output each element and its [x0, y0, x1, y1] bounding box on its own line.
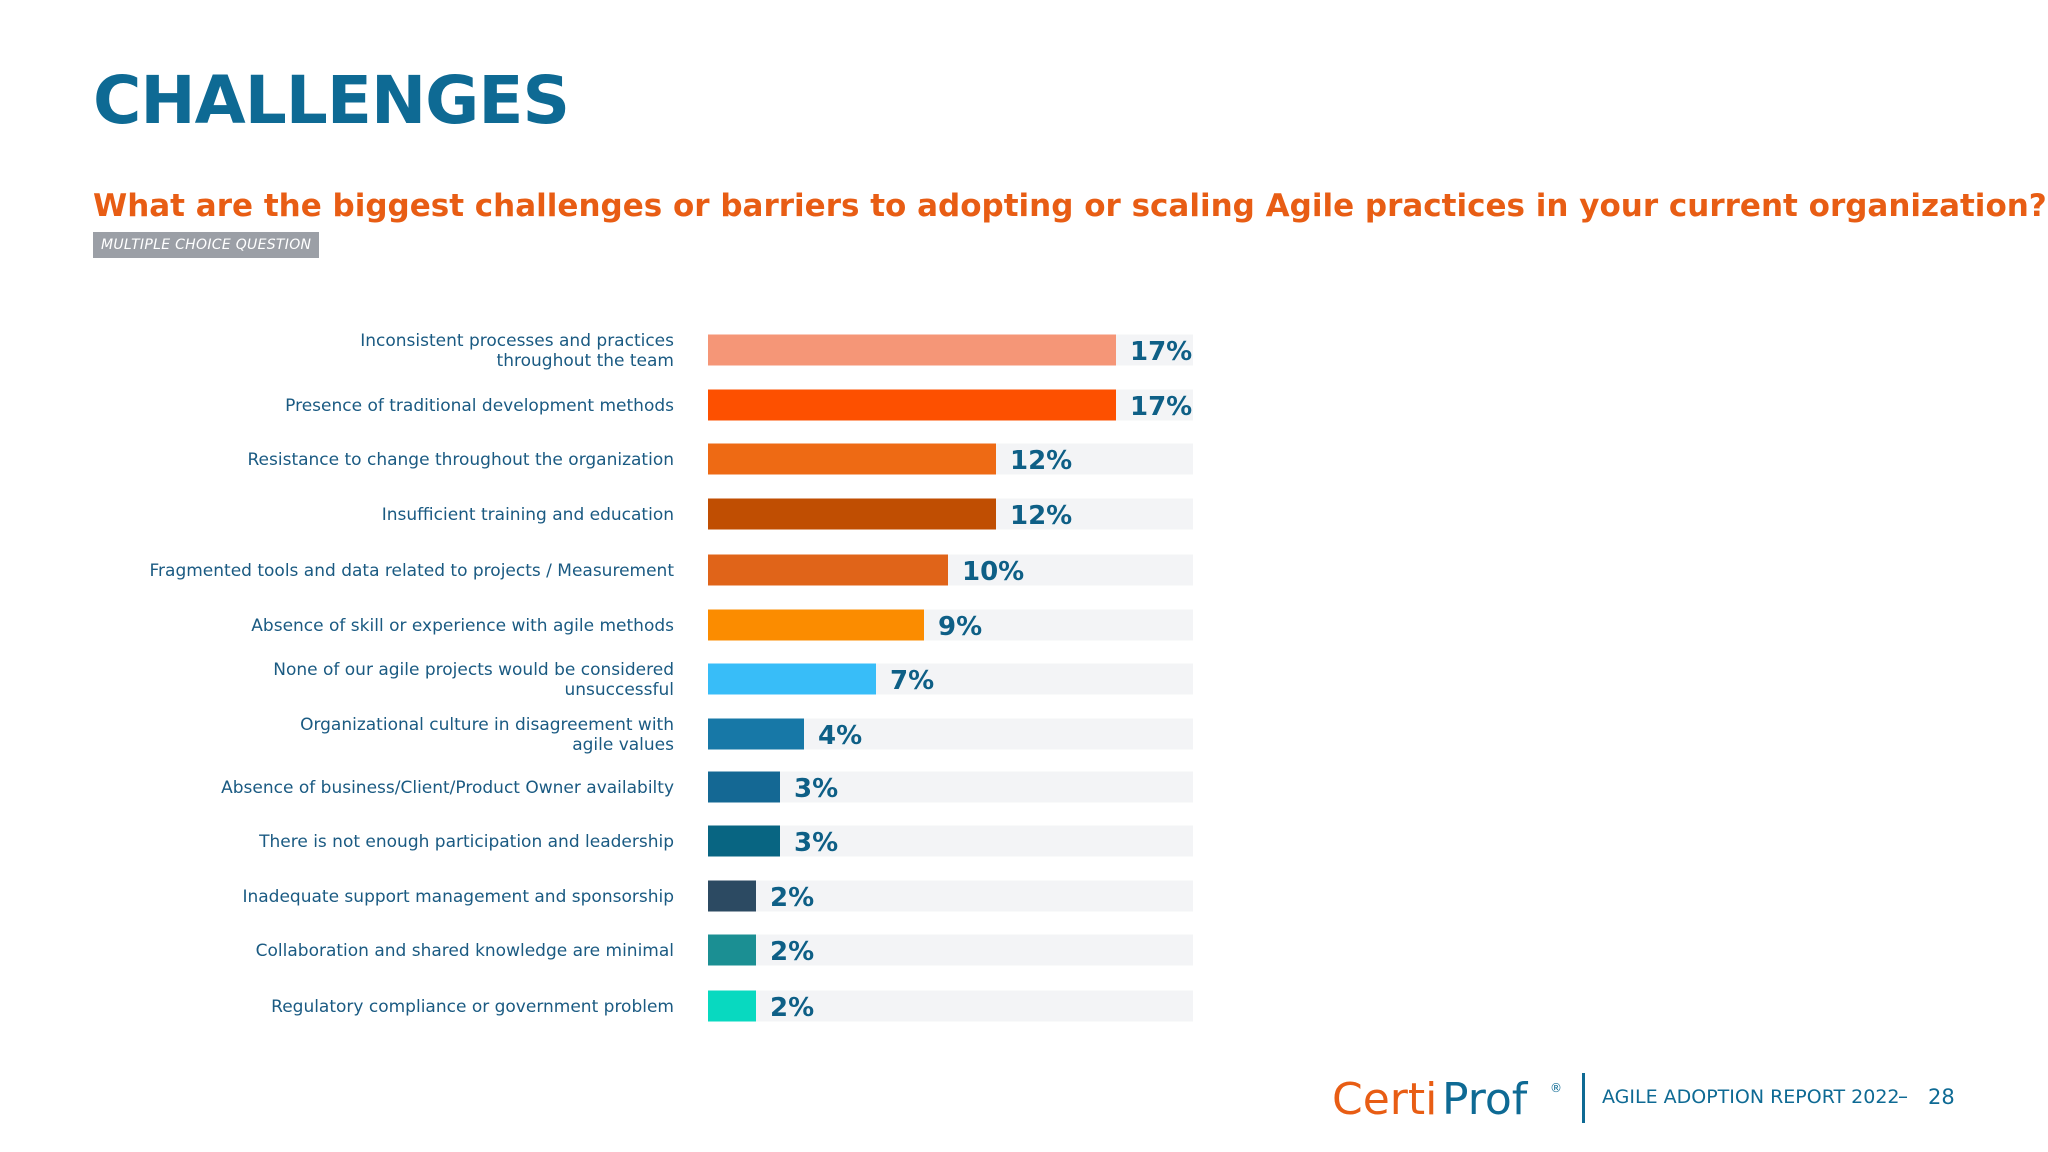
- survey-question: What are the biggest challenges or barri…: [93, 188, 2047, 224]
- bar: [708, 771, 780, 803]
- data-label: 2%: [770, 993, 814, 1023]
- category-label: Inconsistent processes and practices thro…: [360, 331, 674, 371]
- category-label: Organizational culture in disagreement w…: [300, 715, 674, 755]
- bar-track: [708, 934, 1193, 966]
- bar: [708, 554, 948, 586]
- data-label: 9%: [938, 612, 982, 642]
- data-label: 3%: [794, 774, 838, 804]
- category-label: Absence of skill or experience with agil…: [251, 616, 674, 636]
- bar: [708, 934, 756, 966]
- registered-mark: ®: [1550, 1081, 1562, 1095]
- data-label: 10%: [962, 557, 1024, 587]
- certiprof-logo: Certi Prof ®: [1332, 1074, 1562, 1124]
- category-label: There is not enough participation and le…: [258, 832, 674, 852]
- data-label: 2%: [770, 883, 814, 913]
- category-label: Regulatory compliance or government prob…: [271, 997, 674, 1017]
- bar-track: [708, 825, 1193, 857]
- category-label: None of our agile projects would be cons…: [273, 660, 674, 700]
- bar: [708, 718, 804, 750]
- bar: [708, 663, 876, 695]
- bar: [708, 334, 1116, 366]
- logo-text-certi: Certi: [1332, 1074, 1437, 1124]
- bar-track: [708, 880, 1193, 912]
- category-label: Insufficient training and education: [382, 505, 674, 525]
- report-name: AGILE ADOPTION REPORT 2022: [1602, 1086, 1900, 1108]
- bar: [708, 443, 996, 475]
- bar: [708, 609, 924, 641]
- category-label: Collaboration and shared knowledge are m…: [256, 941, 674, 961]
- category-label: Absence of business/Client/Product Owner…: [221, 778, 674, 798]
- footer-dash: –: [1898, 1084, 1908, 1108]
- category-label: Fragmented tools and data related to pro…: [150, 561, 675, 581]
- category-label: Presence of traditional development meth…: [285, 396, 674, 416]
- bar: [708, 389, 1116, 421]
- bar: [708, 880, 756, 912]
- bar-track: [708, 771, 1193, 803]
- question-type-badge: MULTIPLE CHOICE QUESTION: [93, 232, 320, 258]
- data-label: 2%: [770, 937, 814, 967]
- bar-track: [708, 990, 1193, 1022]
- page-number: 28: [1928, 1085, 1955, 1109]
- data-label: 4%: [818, 721, 862, 751]
- data-label: 17%: [1130, 392, 1192, 422]
- category-label: Inadequate support management and sponso…: [242, 887, 674, 907]
- data-label: 3%: [794, 828, 838, 858]
- bar: [708, 498, 996, 530]
- bar: [708, 990, 756, 1022]
- data-label: 12%: [1010, 501, 1072, 531]
- category-label: Resistance to change throughout the orga…: [248, 450, 675, 470]
- data-label: 12%: [1010, 446, 1072, 476]
- data-label: 17%: [1130, 337, 1192, 367]
- footer-divider: [1582, 1073, 1585, 1123]
- bar: [708, 825, 780, 857]
- page-title: CHALLENGES: [93, 62, 570, 139]
- data-label: 7%: [890, 666, 934, 696]
- logo-text-prof: Prof: [1442, 1074, 1529, 1124]
